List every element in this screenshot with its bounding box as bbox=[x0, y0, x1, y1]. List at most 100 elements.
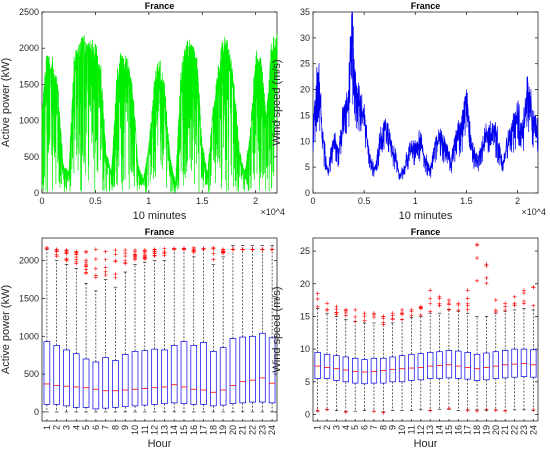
box-iqr bbox=[323, 353, 331, 379]
box-iqr bbox=[151, 348, 158, 405]
x-tick-label: 1 bbox=[413, 196, 418, 206]
x-axis-label: 10 minutes bbox=[133, 210, 187, 222]
outlier-marker bbox=[230, 247, 235, 252]
box-iqr bbox=[180, 341, 188, 404]
box-hour-10 bbox=[131, 248, 139, 413]
outlier-marker bbox=[353, 314, 358, 319]
x-tick-label: 6 bbox=[91, 425, 101, 430]
outlier-marker bbox=[343, 410, 348, 415]
outlier-marker bbox=[428, 288, 433, 293]
y-tick-label: 20 bbox=[300, 279, 310, 289]
x-tick-label: 16 bbox=[189, 425, 199, 435]
box-hour-20 bbox=[492, 298, 499, 413]
box-iqr bbox=[141, 350, 149, 406]
y-tick-label: 0 bbox=[34, 188, 39, 198]
box-hour-3 bbox=[333, 304, 340, 411]
box-iqr bbox=[427, 352, 434, 379]
box-iqr bbox=[239, 336, 247, 404]
x-tick-label: 1.5 bbox=[460, 196, 473, 206]
outlier-marker bbox=[103, 249, 108, 254]
outlier-marker bbox=[191, 249, 196, 254]
outlier-marker bbox=[93, 247, 98, 252]
x-tick-label: 15 bbox=[179, 425, 189, 435]
box-hour-14 bbox=[436, 294, 443, 410]
x-tick-label: 4 bbox=[341, 425, 351, 430]
outlier-marker bbox=[446, 406, 451, 411]
y-tick-label: 25 bbox=[300, 59, 310, 69]
outlier-marker bbox=[437, 296, 442, 301]
y-tick-label: 30 bbox=[300, 33, 310, 43]
x-tick-label: 8 bbox=[378, 425, 388, 430]
outlier-marker bbox=[475, 256, 480, 261]
outlier-marker bbox=[475, 243, 480, 248]
box-hour-1 bbox=[314, 291, 321, 413]
box-iqr bbox=[190, 345, 198, 405]
outlier-marker bbox=[93, 257, 98, 262]
outlier-marker bbox=[325, 407, 330, 412]
x-tick-label: 20 bbox=[491, 425, 501, 435]
box-hour-5 bbox=[82, 249, 90, 413]
outlier-marker bbox=[74, 249, 79, 254]
outlier-marker bbox=[446, 302, 451, 307]
box-hour-9 bbox=[121, 248, 129, 413]
outlier-marker bbox=[465, 296, 470, 301]
box-hour-11 bbox=[141, 248, 149, 413]
box-iqr bbox=[219, 347, 227, 406]
x-tick-label: 12 bbox=[150, 425, 160, 435]
box-hour-14 bbox=[170, 246, 178, 413]
box-hour-15 bbox=[180, 246, 188, 413]
box-iqr bbox=[464, 352, 471, 380]
x-tick-label: 23 bbox=[257, 425, 267, 435]
x-tick-label: 8 bbox=[110, 425, 120, 430]
x-tick-label: 2 bbox=[253, 196, 258, 206]
box-hour-13 bbox=[161, 246, 168, 413]
chart-title: France bbox=[145, 1, 175, 11]
box-hour-17 bbox=[464, 288, 471, 413]
x-tick-label: 23 bbox=[519, 425, 529, 435]
box-iqr bbox=[249, 335, 256, 403]
x-tick-label: 0 bbox=[310, 196, 315, 206]
x-axis: 1 2 3 4 5 6 7 8 9 10 11 12 13 14 15 16 17 18 19 20 21 22 23 24H… bbox=[42, 419, 277, 450]
outlier-marker bbox=[521, 291, 526, 296]
outlier-marker bbox=[221, 250, 226, 255]
y-axis-label: Active power (kW) bbox=[0, 58, 12, 147]
box-iqr bbox=[352, 357, 359, 384]
x-tick-label: 14 bbox=[435, 425, 445, 435]
series-line bbox=[312, 11, 539, 180]
y-axis-label: Wind speed (m/s) bbox=[271, 59, 283, 145]
outlier-marker bbox=[428, 301, 433, 306]
outlier-marker bbox=[93, 266, 98, 271]
box-iqr bbox=[112, 360, 119, 408]
x-exponent-label: ×10^4 bbox=[522, 207, 547, 217]
box-hour-12 bbox=[417, 304, 424, 411]
outlier-marker bbox=[484, 263, 489, 268]
panel-2: France 0 5 10 15 20 25 30 35 Wind speed (m/s) 0 0.5… bbox=[271, 1, 546, 222]
outlier-marker bbox=[456, 302, 461, 307]
box-iqr bbox=[259, 332, 266, 403]
x-axis-label: 10 minutes bbox=[399, 210, 453, 222]
x-exponent-label: ×10^4 bbox=[261, 207, 286, 217]
outlier-marker bbox=[493, 309, 498, 314]
outlier-marker bbox=[325, 301, 330, 306]
box-iqr bbox=[445, 350, 453, 379]
outlier-marker bbox=[74, 257, 79, 262]
outlier-marker bbox=[201, 246, 206, 251]
x-tick-label: 9 bbox=[388, 425, 398, 430]
outlier-marker bbox=[211, 251, 216, 256]
x-tick-label: 3 bbox=[331, 425, 341, 430]
x-axis-label: Hour bbox=[414, 438, 438, 450]
outlier-marker bbox=[409, 309, 414, 314]
outlier-marker bbox=[103, 257, 108, 262]
x-axis: 1 2 3 4 5 6 7 8 9 10 11 12 13 14 15 16 17 18 19 20 21 22 23 24H… bbox=[313, 419, 538, 450]
outlier-marker bbox=[475, 408, 480, 413]
x-tick-label: 1 bbox=[313, 425, 323, 430]
outlier-marker bbox=[353, 319, 358, 324]
box-iqr bbox=[483, 352, 490, 381]
box-iqr bbox=[210, 351, 217, 407]
box-iqr bbox=[314, 352, 321, 379]
x-tick-label: 17 bbox=[463, 425, 473, 435]
outlier-marker bbox=[531, 303, 536, 308]
y-tick-label: 35 bbox=[300, 7, 310, 17]
panel-3: France 0 500 1000 1500 2000 Active power (kW) 1… bbox=[0, 227, 278, 450]
